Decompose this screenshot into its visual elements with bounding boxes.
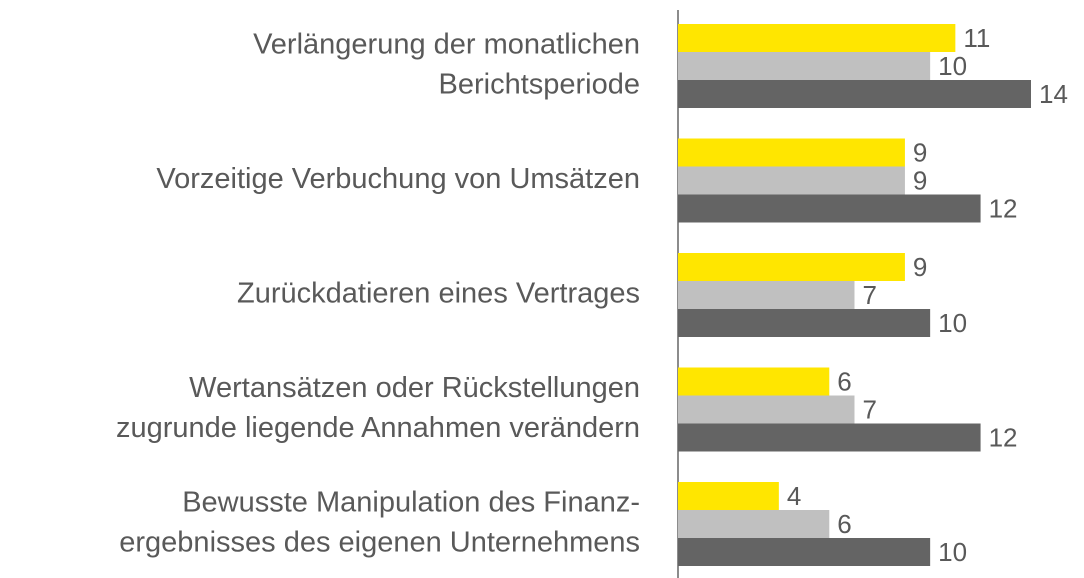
value-label: 6 <box>837 366 851 396</box>
bar <box>678 24 956 52</box>
category-label: ergebnisses des eigenen Unternehmens <box>119 527 640 559</box>
value-label: 14 <box>1039 79 1068 109</box>
bar <box>678 367 830 396</box>
category-label: Bewusste Manipulation des Finanz- <box>182 487 640 519</box>
value-label: 12 <box>989 422 1018 452</box>
value-label: 9 <box>913 165 927 195</box>
bar <box>678 510 830 538</box>
value-label: 7 <box>863 394 877 424</box>
bar <box>678 52 931 80</box>
value-label: 10 <box>938 537 967 567</box>
bar <box>678 80 1031 108</box>
value-label: 10 <box>938 51 967 81</box>
bar <box>678 538 931 566</box>
category-label: Verlängerung der monatlichen <box>253 29 640 61</box>
bar <box>678 138 905 167</box>
value-label: 10 <box>938 308 967 338</box>
bar <box>678 482 779 510</box>
value-label: 7 <box>863 280 877 310</box>
value-label: 11 <box>963 23 990 53</box>
value-label: 9 <box>913 252 927 282</box>
bar <box>678 166 905 195</box>
bar <box>678 309 931 337</box>
value-label: 9 <box>913 137 927 167</box>
category-label: Wertansätzen oder Rückstellungen <box>189 372 640 404</box>
bar <box>678 194 981 223</box>
bar <box>678 253 905 281</box>
category-label: Zurückdatieren eines Vertrages <box>237 278 640 310</box>
bar <box>678 281 855 309</box>
bar <box>678 395 855 424</box>
category-label: zugrunde liegende Annahmen verändern <box>116 412 640 444</box>
category-label: Vorzeitige Verbuchung von Umsätzen <box>156 163 640 195</box>
category-label: Berichtsperiode <box>439 69 641 101</box>
bar <box>678 423 981 452</box>
value-label: 6 <box>837 509 851 539</box>
value-label: 4 <box>787 481 801 511</box>
value-label: 12 <box>989 193 1018 223</box>
